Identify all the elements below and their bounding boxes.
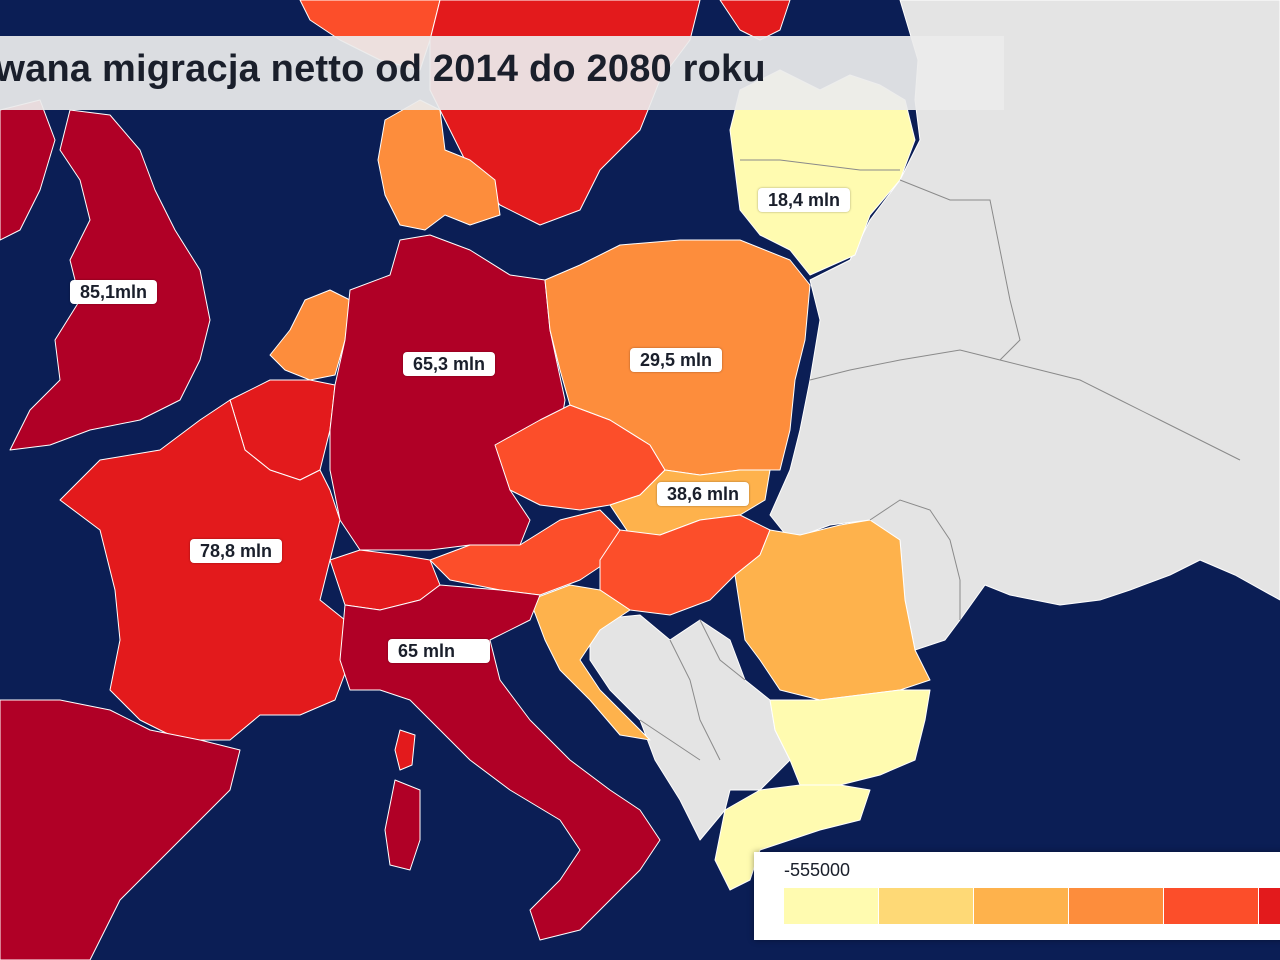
- legend-swatch-1: [784, 888, 879, 924]
- border-baltics-inner: [740, 159, 900, 171]
- label-germany: 65,3 mln: [403, 352, 496, 376]
- legend-swatch-3: [974, 888, 1069, 924]
- region-bulgaria[interactable]: [769, 689, 931, 786]
- legend-color-scale: [784, 888, 1280, 924]
- border-balkans-inner: [639, 619, 746, 761]
- label-uk: 85,1mln: [70, 280, 158, 304]
- border-moldova: [869, 499, 961, 620]
- region-finland[interactable]: [719, 0, 791, 41]
- region-italy[interactable]: [339, 584, 661, 941]
- label-poland: 29,5 mln: [630, 348, 723, 372]
- border-belarus-ukraine: [809, 349, 1241, 461]
- legend-swatch-4: [1069, 888, 1164, 924]
- border-russia-belarus: [899, 179, 1021, 361]
- label-slovakia: 38,6 mln: [657, 482, 750, 506]
- legend-swatch-6: [1259, 888, 1280, 924]
- page-title: owana migracja netto od 2014 do 2080 rok…: [0, 48, 766, 90]
- region-spain[interactable]: [0, 699, 241, 960]
- label-italy: 65 mln: [388, 639, 490, 663]
- label-france: 78,8 mln: [190, 539, 283, 563]
- label-lithuania: 18,4 mln: [758, 188, 851, 212]
- region-romania[interactable]: [734, 519, 931, 701]
- region-netherlands[interactable]: [269, 289, 351, 381]
- region-corsica[interactable]: [394, 729, 416, 771]
- region-greece[interactable]: [714, 784, 871, 891]
- title-bar: owana migracja netto od 2014 do 2080 rok…: [0, 36, 1004, 110]
- region-sardinia[interactable]: [384, 779, 421, 871]
- region-croatia[interactable]: [529, 584, 651, 741]
- legend-swatch-5: [1164, 888, 1259, 924]
- region-denmark[interactable]: [377, 99, 501, 231]
- legend-min-label: -555000: [784, 860, 851, 880]
- legend: -555000: [754, 852, 1280, 940]
- legend-swatch-2: [879, 888, 974, 924]
